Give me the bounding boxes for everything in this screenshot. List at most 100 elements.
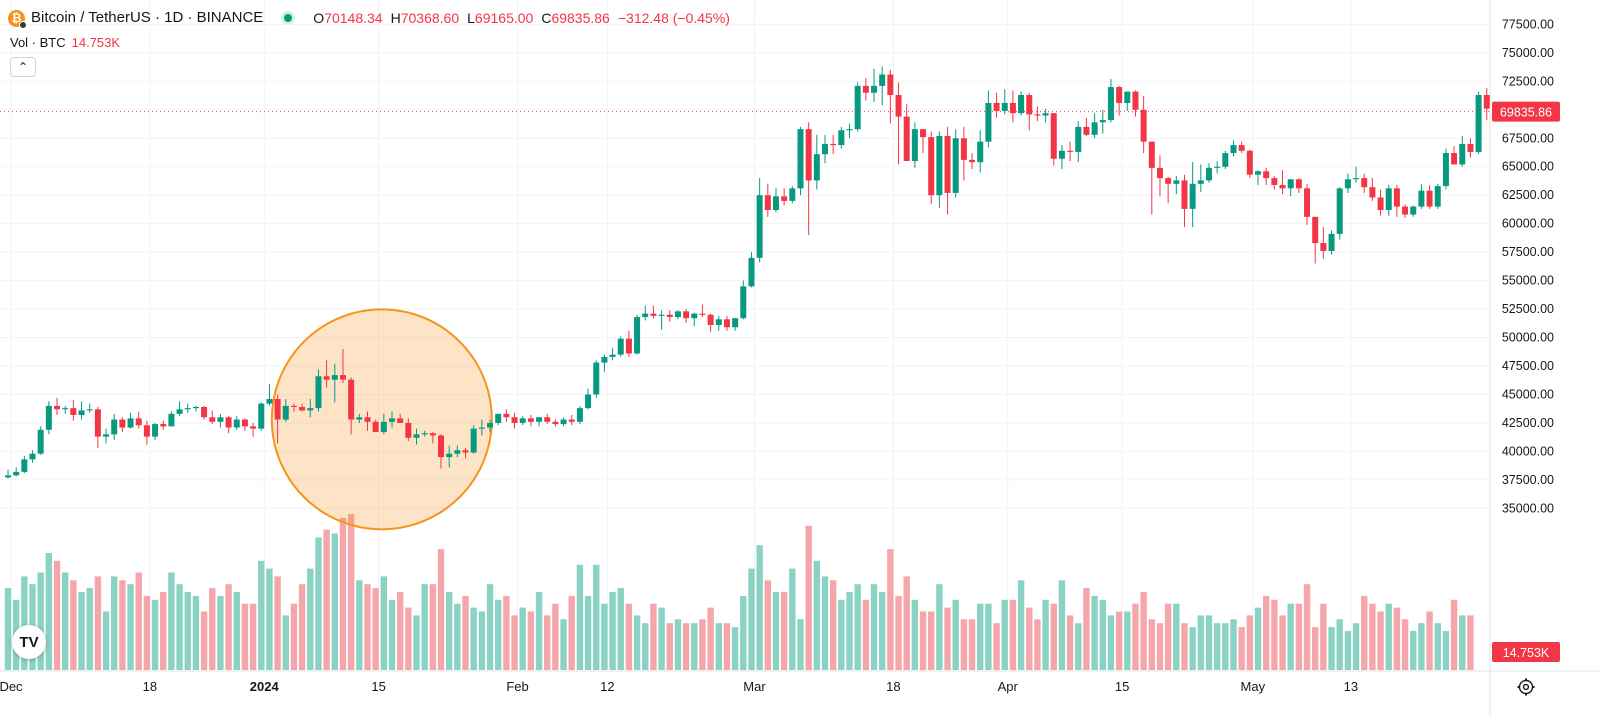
volume-bar <box>1140 592 1147 670</box>
candle <box>674 310 681 320</box>
candle-body <box>1001 102 1008 111</box>
candle-body <box>1067 150 1074 152</box>
candle <box>413 428 420 445</box>
volume-bar <box>225 584 232 670</box>
candle-body <box>1214 166 1221 168</box>
candle <box>650 305 657 319</box>
candle-body <box>282 405 289 420</box>
candle <box>250 422 257 437</box>
volume-bar <box>61 572 69 670</box>
time-tick-label: 18 <box>143 679 157 694</box>
volume-bar <box>429 584 437 670</box>
volume-bar <box>217 595 224 670</box>
candle-body <box>969 159 976 163</box>
tradingview-logo[interactable]: TV <box>12 625 46 659</box>
volume-bar <box>1410 631 1417 670</box>
candle-body <box>748 257 755 287</box>
candle-body <box>111 419 118 435</box>
candle <box>822 134 828 164</box>
candle-body <box>1483 94 1490 109</box>
candle <box>936 131 943 208</box>
volume-bar <box>691 623 698 670</box>
volume-bar <box>870 584 878 670</box>
candle <box>887 69 894 124</box>
candle <box>1009 90 1016 123</box>
candle <box>78 401 85 420</box>
collapse-legend-button[interactable]: ⌃ <box>10 57 36 77</box>
price-tick-label: 65000.00 <box>1502 160 1554 174</box>
volume-bar <box>53 560 61 670</box>
gear-icon[interactable] <box>1516 677 1536 697</box>
volume-bar <box>731 627 739 670</box>
candle-body <box>1361 178 1368 188</box>
candle-body <box>258 403 265 429</box>
candle-body <box>879 74 886 86</box>
symbol-legend: ₿ Bitcoin / TetherUS · 1D · BINANCE O 701… <box>8 8 730 29</box>
volume-bar <box>985 603 992 670</box>
candle <box>1107 79 1114 123</box>
volume-bar <box>715 623 722 670</box>
candle-body <box>372 421 379 433</box>
volume-bar <box>1066 615 1074 670</box>
candle <box>233 416 240 430</box>
volume-bar <box>1164 603 1172 670</box>
price-axis[interactable]: 77500.0075000.0072500.0070000.0067500.00… <box>1492 17 1560 662</box>
candle <box>846 123 853 139</box>
candle <box>1312 216 1319 264</box>
candle-body <box>936 135 943 196</box>
volume-bar <box>94 576 102 670</box>
time-tick-label: Apr <box>998 679 1019 694</box>
volume-bar <box>1017 580 1025 670</box>
logo-text: TV <box>19 633 39 651</box>
volume-bar <box>805 525 812 670</box>
volume-bar <box>887 549 894 670</box>
candle-body <box>1034 114 1041 116</box>
volume-bar <box>380 576 388 670</box>
candle-body <box>1050 113 1057 159</box>
volume-bar <box>968 619 976 670</box>
candle <box>960 126 967 181</box>
candle <box>1344 173 1351 193</box>
volume-bar <box>584 595 592 670</box>
candle-body <box>854 85 861 130</box>
candle-body <box>1434 186 1441 207</box>
time-tick-label: 12 <box>600 679 614 694</box>
candle-body <box>1042 113 1049 116</box>
volume-bar <box>527 611 535 670</box>
candle <box>789 186 796 204</box>
price-tick-label: 37500.00 <box>1502 473 1554 487</box>
change-value: −312.48 (−0.45%) <box>617 10 730 26</box>
volume-bar <box>682 623 690 670</box>
candle <box>209 410 216 425</box>
candle <box>993 92 1000 118</box>
candle <box>274 394 281 444</box>
candle <box>1058 145 1065 170</box>
time-tick-label: 13 <box>1344 679 1358 694</box>
symbol-title[interactable]: Bitcoin / TetherUS · 1D · BINANCE <box>31 9 264 26</box>
candle <box>421 430 428 437</box>
volume-bar <box>1344 631 1352 670</box>
volume-bar <box>1328 627 1335 670</box>
candle <box>111 413 118 441</box>
candle-body <box>813 154 820 181</box>
volume-value: 14.753K <box>71 35 121 50</box>
candle-body <box>560 419 567 425</box>
time-axis[interactable]: Dec 18 2024 15 Feb 12 Mar 18 Apr 15 May 13 <box>0 679 1358 694</box>
candle-body <box>339 375 346 380</box>
price-tick-label: 60000.00 <box>1502 217 1554 231</box>
volume-bar <box>1042 599 1049 670</box>
candle-body <box>1328 233 1335 251</box>
volume-bar <box>258 560 265 670</box>
candle-body <box>454 450 461 454</box>
candle-body <box>397 418 404 423</box>
candle-body <box>184 408 191 410</box>
candle-body <box>1279 184 1286 189</box>
candle <box>168 411 175 427</box>
volume-bar <box>772 592 780 670</box>
candle <box>813 134 820 190</box>
candle <box>315 369 322 412</box>
candle-body <box>37 429 44 454</box>
volume-label[interactable]: Vol · BTC <box>10 35 66 50</box>
candle <box>152 422 159 441</box>
